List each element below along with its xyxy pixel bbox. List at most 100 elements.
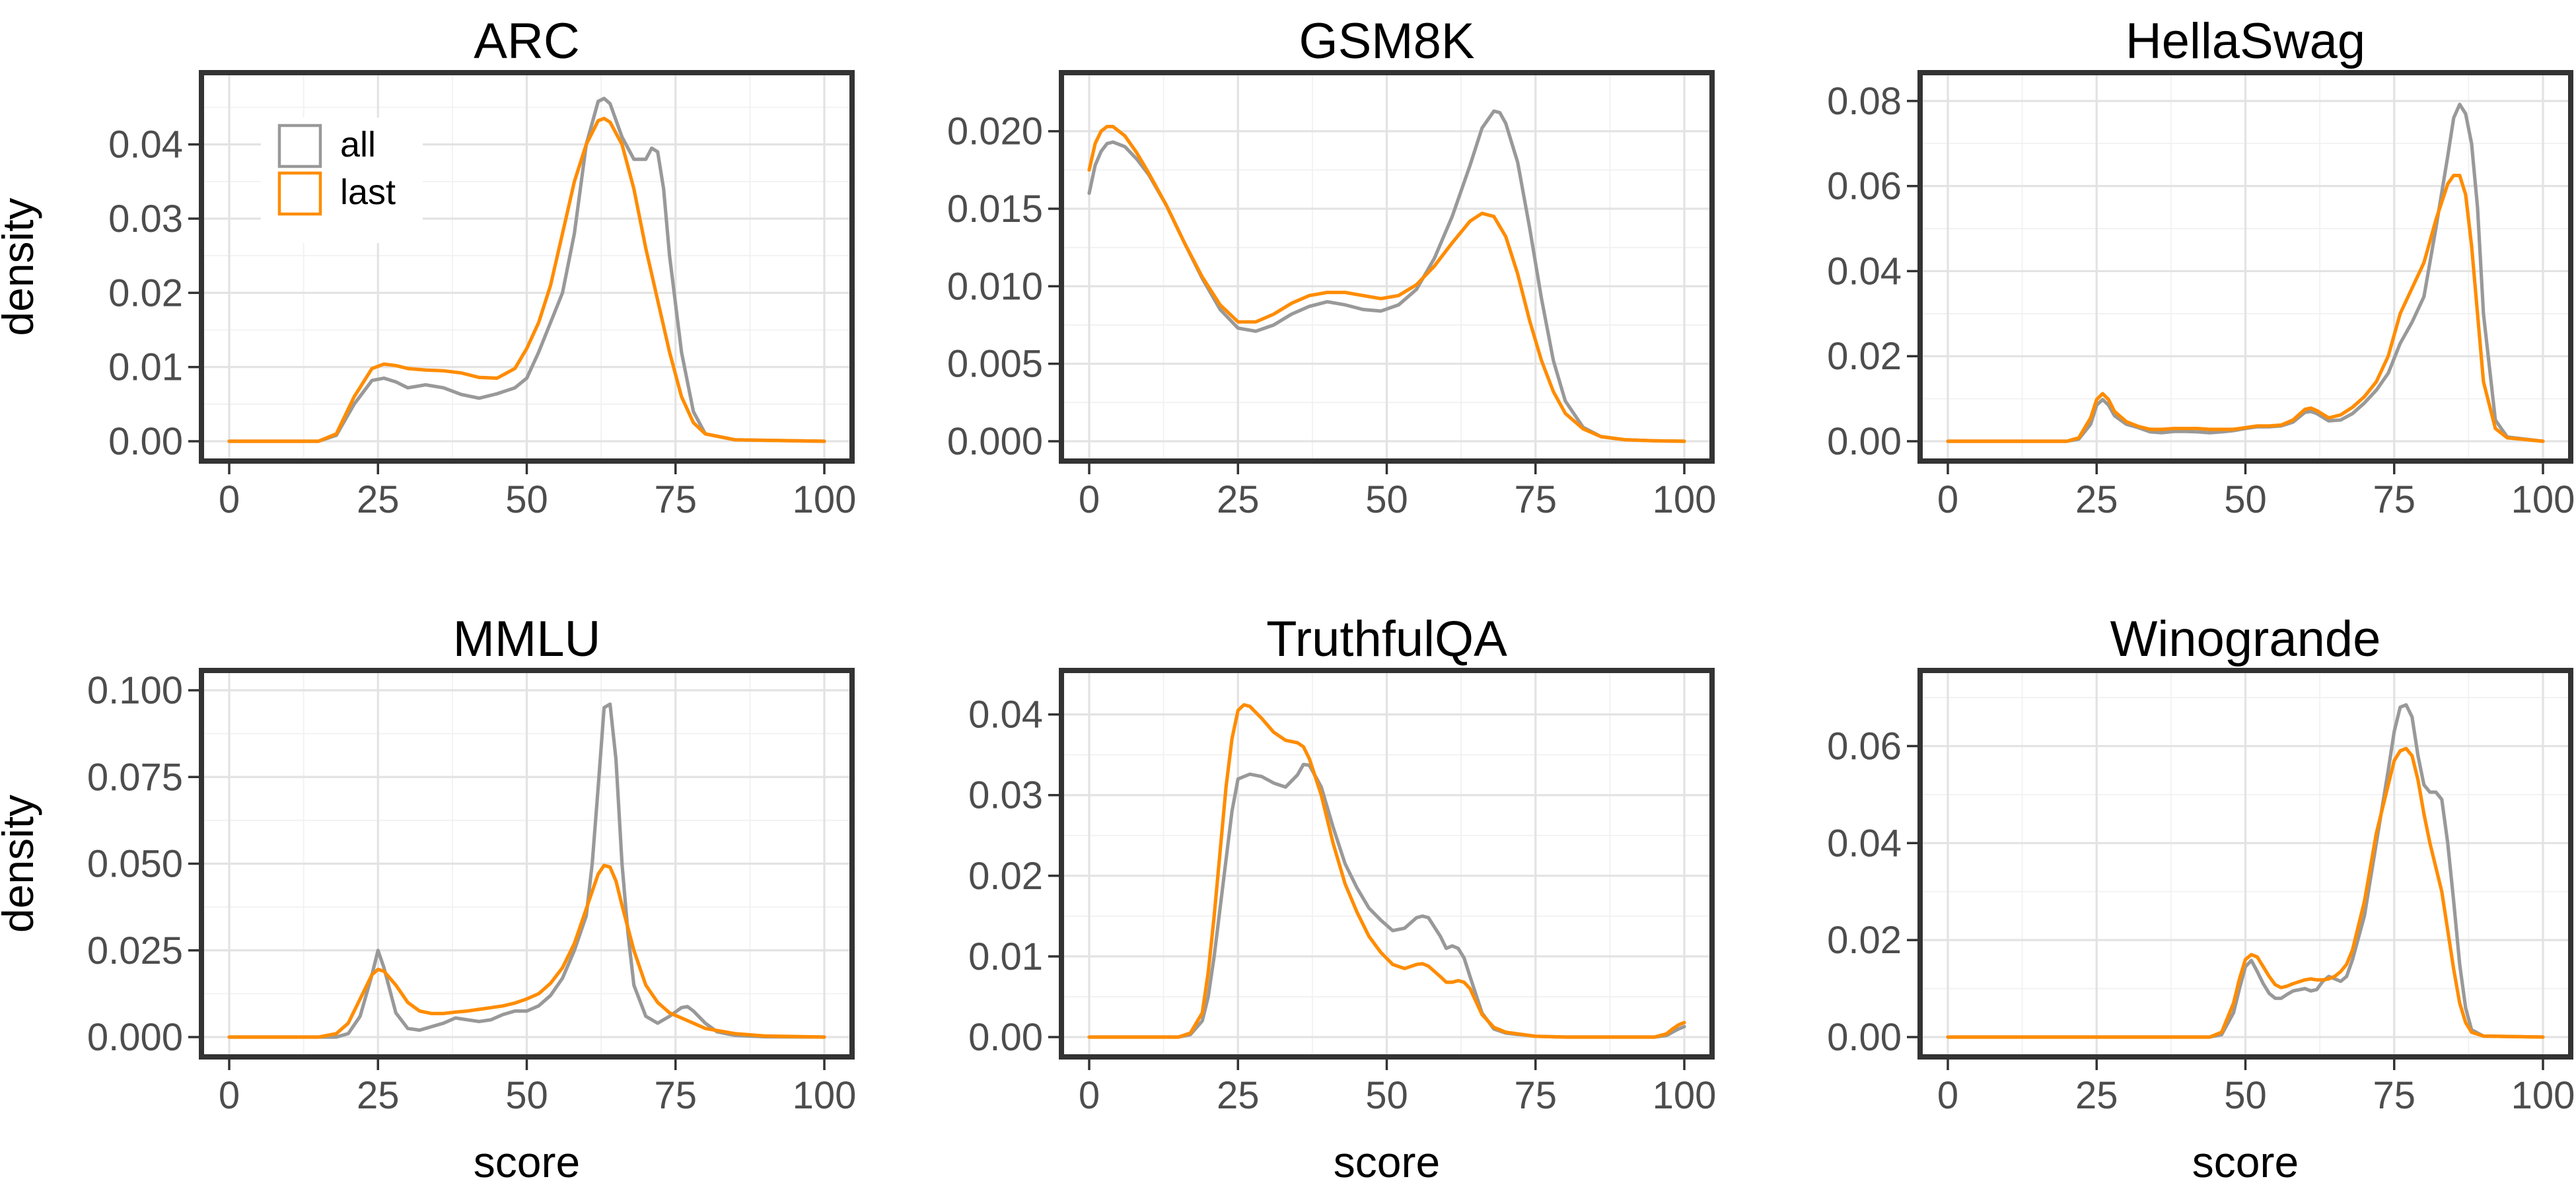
y-tick-label: 0.04 xyxy=(1827,250,1902,293)
series-group xyxy=(227,702,826,1039)
y-tick-label: 0.00 xyxy=(968,1016,1043,1059)
panel-title: GSM8K xyxy=(1299,13,1474,69)
x-tick-label: 25 xyxy=(357,1074,400,1117)
x-tick-label: 25 xyxy=(357,478,400,521)
panel-frame xyxy=(1917,70,2573,464)
y-tick-label: 0.04 xyxy=(968,694,1043,737)
x-tick-label: 0 xyxy=(219,1074,240,1117)
grid xyxy=(1920,73,2571,461)
x-tick-label: 100 xyxy=(1653,478,1717,521)
y-tick-label: 0.03 xyxy=(108,198,183,240)
y-tick-label: 0.00 xyxy=(1827,1016,1902,1059)
y-tick-label: 0.03 xyxy=(968,774,1043,817)
panel-arc: 0 25 50 75 100 0.00 0.01 0.02 0.03 0.04 ARC density… xyxy=(0,13,856,521)
y-tick-label: 0.06 xyxy=(1827,725,1902,768)
x-tick-label: 25 xyxy=(2075,1074,2118,1117)
x-tick-label: 0 xyxy=(1079,478,1100,521)
panel-frame xyxy=(1059,668,1715,1060)
x-tick-label: 50 xyxy=(1365,1074,1408,1117)
x-tick-label: 100 xyxy=(2511,478,2575,521)
x-tick-label: 75 xyxy=(1514,1074,1557,1117)
x-tick-label: 75 xyxy=(1514,478,1557,521)
x-tick-label: 50 xyxy=(505,478,548,521)
x-tick-label: 50 xyxy=(2224,1074,2267,1117)
x-tick-label: 100 xyxy=(2511,1074,2575,1117)
x-tick-label: 25 xyxy=(1217,1074,1260,1117)
panel-truthfulqa: 0 25 50 75 100 0.00 0.01 0.02 0.03 0.04 TruthfulQA… xyxy=(968,611,1716,1186)
x-tick-label: 50 xyxy=(2224,478,2267,521)
series-group xyxy=(1946,102,2545,443)
series-group xyxy=(227,96,826,443)
series-group xyxy=(1946,703,2545,1039)
panel-gsm8k: 0 25 50 75 100 0.000 0.005 0.010 0.015 0.020 GSM8K xyxy=(947,13,1717,521)
y-tick-label: 0.00 xyxy=(108,420,183,463)
y-tick-label: 0.04 xyxy=(108,124,183,166)
density-line-last xyxy=(227,863,826,1039)
panel-hellaswag: 0 25 50 75 100 0.00 0.02 0.04 0.06 0.08 HellaSwag xyxy=(1827,13,2575,521)
y-tick-label: 0.005 xyxy=(947,343,1043,386)
x-tick-label: 100 xyxy=(1653,1074,1717,1117)
grid xyxy=(201,670,852,1057)
panel-frame xyxy=(199,668,855,1060)
series-group xyxy=(1087,703,1686,1039)
x-axis-title: score xyxy=(1334,1137,1440,1186)
density-line-all xyxy=(1946,703,2545,1039)
legend: all last xyxy=(261,118,423,243)
y-tick-label: 0.02 xyxy=(968,855,1043,898)
y-tick-label: 0.02 xyxy=(1827,919,1902,962)
density-line-all xyxy=(227,702,826,1039)
x-axis-title: score xyxy=(2192,1137,2299,1186)
x-tick-label: 0 xyxy=(219,478,240,521)
x-tick-label: 100 xyxy=(793,478,857,521)
panel-title: Winogrande xyxy=(2110,611,2381,667)
legend-key-all xyxy=(277,124,322,168)
panel-mmlu: 0 25 50 75 100 0.000 0.025 0.050 0.075 0.100 MMLU d… xyxy=(0,611,856,1186)
panel-frame xyxy=(1917,668,2573,1060)
y-tick-label: 0.02 xyxy=(1827,335,1902,378)
panel-title: MMLU xyxy=(453,611,601,667)
y-tick-label: 0.08 xyxy=(1827,80,1902,123)
y-tick-label: 0.010 xyxy=(947,265,1043,308)
density-line-all xyxy=(1946,102,2545,443)
density-line-last xyxy=(1087,703,1686,1039)
x-tick-label: 75 xyxy=(2373,1074,2415,1117)
x-tick-label: 50 xyxy=(505,1074,548,1117)
legend-label-last: last xyxy=(340,172,396,212)
x-tick-label: 0 xyxy=(1937,478,1958,521)
y-tick-label: 0.050 xyxy=(87,843,183,886)
x-tick-label: 75 xyxy=(654,478,697,521)
x-tick-label: 75 xyxy=(2373,478,2415,521)
x-tick-label: 75 xyxy=(654,1074,697,1117)
y-tick-label: 0.000 xyxy=(947,420,1043,463)
y-tick-label: 0.075 xyxy=(87,756,183,799)
panel-title: ARC xyxy=(474,13,579,69)
y-tick-label: 0.04 xyxy=(1827,822,1902,865)
panel-winogrande: 0 25 50 75 100 0.00 0.02 0.04 0.06 Winogrande scor… xyxy=(1827,611,2575,1186)
legend-key-last xyxy=(277,171,322,216)
series-group xyxy=(1087,109,1686,443)
y-axis-title: density xyxy=(0,198,42,336)
y-tick-label: 0.015 xyxy=(947,188,1043,231)
y-tick-label: 0.01 xyxy=(108,346,183,389)
x-axis-title: score xyxy=(474,1137,580,1186)
density-line-all xyxy=(1087,109,1686,443)
panel-title: HellaSwag xyxy=(2126,13,2365,69)
panel-title: TruthfulQA xyxy=(1266,611,1507,667)
y-tick-label: 0.00 xyxy=(1827,420,1902,463)
y-tick-label: 0.01 xyxy=(968,935,1043,978)
y-tick-label: 0.020 xyxy=(947,110,1043,153)
density-line-last xyxy=(227,116,826,443)
density-line-last xyxy=(1087,125,1686,443)
x-tick-label: 0 xyxy=(1079,1074,1100,1117)
legend-label-all: all xyxy=(340,125,376,164)
y-tick-label: 0.025 xyxy=(87,929,183,972)
x-tick-label: 50 xyxy=(1365,478,1408,521)
y-tick-label: 0.000 xyxy=(87,1016,183,1059)
x-tick-label: 25 xyxy=(1217,478,1260,521)
y-axis-title: density xyxy=(0,795,42,933)
y-tick-label: 0.100 xyxy=(87,669,183,712)
panel-frame xyxy=(199,70,855,464)
density-line-last xyxy=(1946,746,2545,1039)
